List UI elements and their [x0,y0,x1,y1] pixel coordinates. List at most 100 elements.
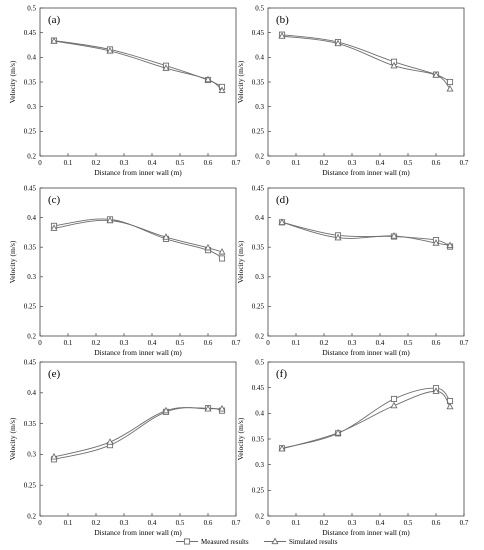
x-tick-label: 0.1 [292,519,301,527]
data-point-simulated [162,233,170,240]
data-point-simulated [50,224,58,231]
y-tick-label: 0.3 [255,103,264,111]
y-axis-label: Velocity (m/s) [8,60,17,103]
chart-panel-e: 0.2 0.25 0.3 0.35 0.4 0.45 0 0.1 0.2 0.3 0.4 0.5 0.6… [8,358,241,537]
x-tick-label: 0.2 [320,519,329,527]
y-tick-label: 0.45 [252,384,265,392]
series-line-triangle [281,390,451,450]
chart-panel-c: 0.2 0.25 0.3 0.35 0.4 0.45 0 0.1 0.2 0.3 0.4 0.5 0.6… [8,184,241,357]
data-point-simulated [432,239,440,246]
y-tick-label: 0.45 [24,29,37,37]
x-tick-label: 0.3 [348,159,357,167]
series-line-triangle [53,40,223,91]
data-point-simulated [162,64,170,71]
y-tick-label: 0.2 [255,152,264,160]
data-point-simulated [106,216,114,224]
x-tick-label: 0.2 [320,159,329,167]
x-tick-label: 0 [266,339,270,347]
x-tick-label: 0.7 [460,339,469,347]
y-tick-label: 0.4 [255,410,264,418]
y-tick-label: 0.3 [255,461,264,469]
x-tick-label: 0.4 [376,519,385,527]
series-line-triangle [53,407,223,458]
x-axis-label: Distance from inner wall (m) [94,528,182,537]
x-tick-label: 0.3 [348,519,357,527]
data-point-simulated [334,233,342,241]
x-tick-label: 0.7 [460,519,469,527]
y-tick-label: 0.3 [255,273,264,281]
series-line-triangle [281,221,451,246]
x-tick-label: 0.6 [204,159,213,167]
data-point-simulated [446,402,454,410]
x-tick-label: 0.4 [148,519,157,527]
x-tick-label: 0 [266,159,270,167]
x-tick-label: 0.3 [120,519,129,527]
x-tick-label: 0.1 [64,339,73,347]
x-tick-label: 0.6 [432,339,441,347]
x-tick-label: 0.6 [204,519,213,527]
y-tick-label: 0.2 [27,152,36,160]
y-axis-label: Velocity (m/s) [236,60,245,103]
x-tick-label: 0.6 [432,159,441,167]
x-tick-label: 0.5 [404,519,413,527]
y-tick-label: 0.4 [27,54,36,62]
y-tick-label: 0.4 [255,214,264,222]
y-tick-label: 0.4 [255,54,264,62]
x-axis-label: Distance from inner wall (m) [322,348,410,357]
x-tick-label: 0.6 [204,339,213,347]
y-tick-label: 0.45 [24,358,37,366]
y-tick-label: 0.35 [252,244,265,252]
panel-label: (d) [276,194,289,206]
y-tick-label: 0.25 [24,482,37,490]
data-point-simulated [334,39,342,47]
y-tick-label: 0.25 [24,303,37,311]
data-point-simulated [446,241,454,249]
panel-label: (f) [276,368,287,380]
x-tick-label: 0.7 [232,519,241,527]
chart-panel-d: 0.2 0.25 0.3 0.35 0.4 0.45 0 0.1 0.2 0.3 0.4 0.5 0.6… [236,184,469,357]
y-tick-label: 0.2 [255,512,264,520]
x-tick-label: 0.4 [376,159,385,167]
data-point-simulated [390,232,398,239]
x-tick-label: 0 [38,519,42,527]
x-tick-label: 0.4 [148,339,157,347]
plot-frame [267,187,465,337]
series-line-square [281,221,451,248]
series-line-square [281,387,451,449]
y-tick-label: 0.2 [255,332,264,340]
y-tick-label: 0.3 [27,273,36,281]
data-point-simulated [218,404,226,412]
data-point-measured [390,395,398,403]
x-tick-label: 0.3 [120,159,129,167]
x-tick-label: 0.3 [348,339,357,347]
y-tick-label: 0.25 [252,303,265,311]
y-axis-label: Velocity (m/s) [236,417,245,460]
y-tick-label: 0.35 [252,78,265,86]
x-tick-label: 0 [266,519,270,527]
plot-frame [267,361,465,517]
y-axis-label: Velocity (m/s) [8,417,17,460]
y-tick-label: 0.3 [27,103,36,111]
x-tick-label: 0.5 [176,339,185,347]
x-tick-label: 0.4 [376,339,385,347]
data-point-measured [218,255,226,262]
panel-label: (b) [276,14,289,26]
data-point-simulated [446,84,454,92]
y-tick-label: 0.25 [252,128,265,136]
series-line-square [53,40,223,88]
legend-triangle-icon [271,537,279,545]
data-point-simulated [432,71,440,78]
legend: Measured results Simulated results [176,537,338,546]
y-tick-label: 0.2 [27,512,36,520]
data-point-simulated [218,86,226,94]
y-axis-label: Velocity (m/s) [8,240,17,283]
y-tick-label: 0.2 [27,332,36,340]
x-tick-label: 0.5 [404,159,413,167]
panel-label: (c) [48,194,61,206]
data-point-simulated [50,452,58,460]
data-point-simulated [218,247,226,255]
y-axis-label: Velocity (m/s) [236,240,245,283]
y-tick-label: 0.35 [24,78,37,86]
x-tick-label: 0.2 [92,519,101,527]
